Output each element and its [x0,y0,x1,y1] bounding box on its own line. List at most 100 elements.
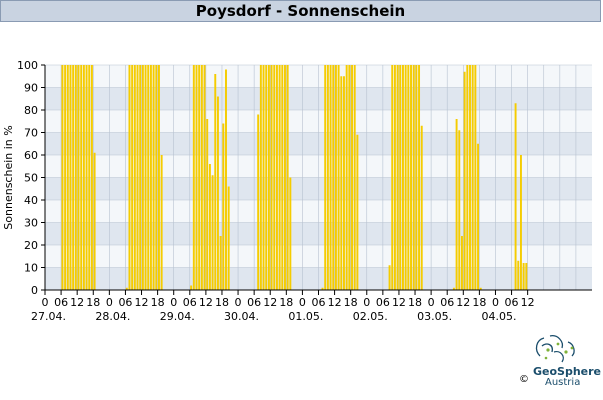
sunshine-bar [227,186,230,290]
sunshine-bar [334,65,337,290]
date-label: 01.05. [288,310,323,323]
sunshine-bar [401,65,404,290]
sunshine-bar [273,65,276,290]
sunshine-bar [88,65,91,290]
x-tick-label: 12 [328,296,342,309]
sunshine-bar [407,65,410,290]
sunshine-bar [208,164,211,290]
sunshine-bar [64,65,67,290]
sunshine-bar [474,65,477,290]
sunshine-bar [391,65,394,290]
sunshine-bar [477,143,480,290]
copyright-symbol: © [519,374,529,385]
y-tick-label: 0 [31,284,38,297]
sunshine-bar [337,65,340,290]
sunshine-bar [420,125,423,290]
sunshine-bar [278,65,281,290]
sunshine-bar [136,65,139,290]
y-tick-label: 20 [24,239,38,252]
x-tick-label: 12 [521,296,535,309]
sunshine-bar [329,65,332,290]
y-tick-label: 60 [24,149,38,162]
sunshine-bar [203,65,206,290]
y-tick-label: 80 [24,104,38,117]
date-label: 29.04. [160,310,195,323]
sunshine-bar [90,65,93,290]
sunshine-bar [348,65,351,290]
sunshine-bar [275,65,278,290]
date-label: 02.05. [353,310,388,323]
x-tick-label: 18 [215,296,229,309]
sunshine-bar [452,287,455,290]
sunshine-bar [74,65,77,290]
sunshine-bar [72,65,75,290]
x-tick-label: 0 [235,296,242,309]
x-tick-label: 0 [299,296,306,309]
x-tick-label: 12 [70,296,84,309]
sunshine-bar [458,130,461,290]
sunshine-bar [460,236,463,290]
sunshine-bar [410,65,412,290]
sunshine-bar [262,65,265,290]
sunshine-bar [466,65,469,290]
sunshine-bar [265,65,268,290]
sunshine-bar [418,65,421,290]
x-tick-label: 18 [279,296,293,309]
sunshine-bar [80,65,83,290]
sunshine-bar [281,65,284,290]
x-tick-label: 18 [344,296,358,309]
sunshine-bar [82,65,85,290]
y-tick-label: 10 [24,262,38,275]
x-tick-label: 18 [408,296,422,309]
sunshine-bar [198,65,201,290]
sunshine-bar [128,65,131,290]
x-tick-label: 0 [106,296,113,309]
sunshine-bar [131,65,134,290]
x-tick-label: 18 [472,296,486,309]
sunshine-bar [200,65,203,290]
sunshine-bar [343,76,345,290]
date-label: 30.04. [224,310,259,323]
sunshine-bar [399,65,402,290]
sunshine-bar [519,155,522,290]
x-tick-label: 0 [428,296,435,309]
sunshine-bar [517,260,520,290]
date-label: 03.05. [417,310,452,323]
sunshine-bar [469,65,471,290]
sunshine-bar [61,65,64,290]
sunshine-bar [160,155,163,290]
sunshine-bar [85,65,88,290]
y-tick-label: 100 [17,59,38,72]
sunshine-bar [149,65,152,290]
sunshine-bar [214,74,217,290]
sunshine-bar [522,263,525,290]
sunshine-bar [396,65,399,290]
date-label: 04.05. [481,310,516,323]
sunshine-bar [190,285,193,290]
sunshine-bar [351,65,353,290]
chart-title-bar: Poysdorf - Sonnenschein [0,0,601,22]
sunshine-bar [324,65,327,290]
sunshine-bar [206,119,209,290]
sunshine-bar [219,236,222,290]
x-tick-label: 12 [392,296,406,309]
x-tick-label: 06 [312,296,326,309]
sunshine-bar [147,65,150,290]
sunshine-bar [289,177,292,290]
y-tick-label: 70 [24,127,38,140]
date-label: 28.04. [95,310,130,323]
sunshine-bar [463,71,466,290]
sunshine-bar [393,65,396,290]
brand-subtitle: Austria [545,377,581,388]
sunshine-bar [321,287,324,290]
sunshine-bar [195,65,198,290]
sunshine-bar [514,103,517,290]
sunshine-bar [525,263,528,290]
sunshine-bar [270,65,273,290]
brand-name: GeoSphere [533,365,602,378]
x-tick-label: 06 [183,296,197,309]
x-tick-label: 0 [42,296,49,309]
y-tick-label: 40 [24,194,38,207]
sunshine-bar [332,65,335,290]
